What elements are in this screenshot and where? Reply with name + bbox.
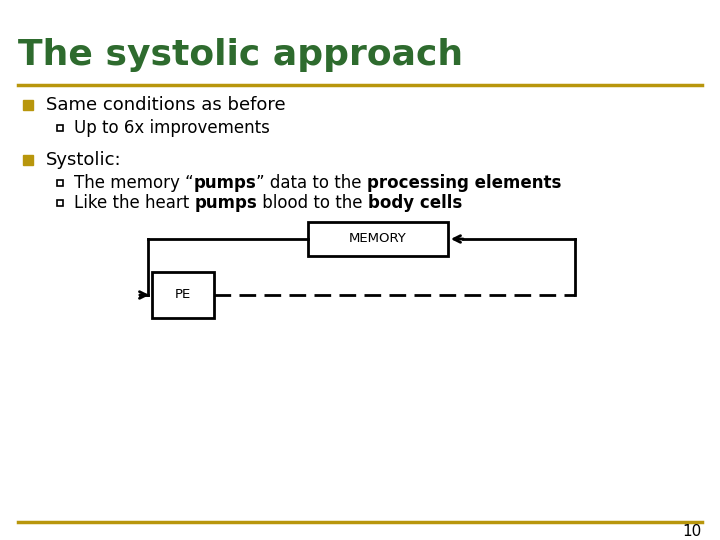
Text: processing elements: processing elements [367, 174, 562, 192]
Text: Same conditions as before: Same conditions as before [46, 96, 286, 114]
FancyBboxPatch shape [152, 272, 214, 318]
FancyBboxPatch shape [308, 222, 448, 256]
Text: 10: 10 [683, 524, 702, 539]
Text: ” data to the: ” data to the [256, 174, 367, 192]
Text: The systolic approach: The systolic approach [18, 38, 463, 72]
Text: pumps: pumps [194, 194, 257, 212]
Text: blood to the: blood to the [257, 194, 368, 212]
Text: body cells: body cells [368, 194, 462, 212]
Text: Like the heart: Like the heart [74, 194, 194, 212]
Text: Systolic:: Systolic: [46, 151, 122, 169]
Text: PE: PE [175, 288, 191, 301]
Text: pumps: pumps [194, 174, 256, 192]
Text: MEMORY: MEMORY [349, 233, 407, 246]
Text: Up to 6x improvements: Up to 6x improvements [74, 119, 270, 137]
Text: The memory “: The memory “ [74, 174, 194, 192]
